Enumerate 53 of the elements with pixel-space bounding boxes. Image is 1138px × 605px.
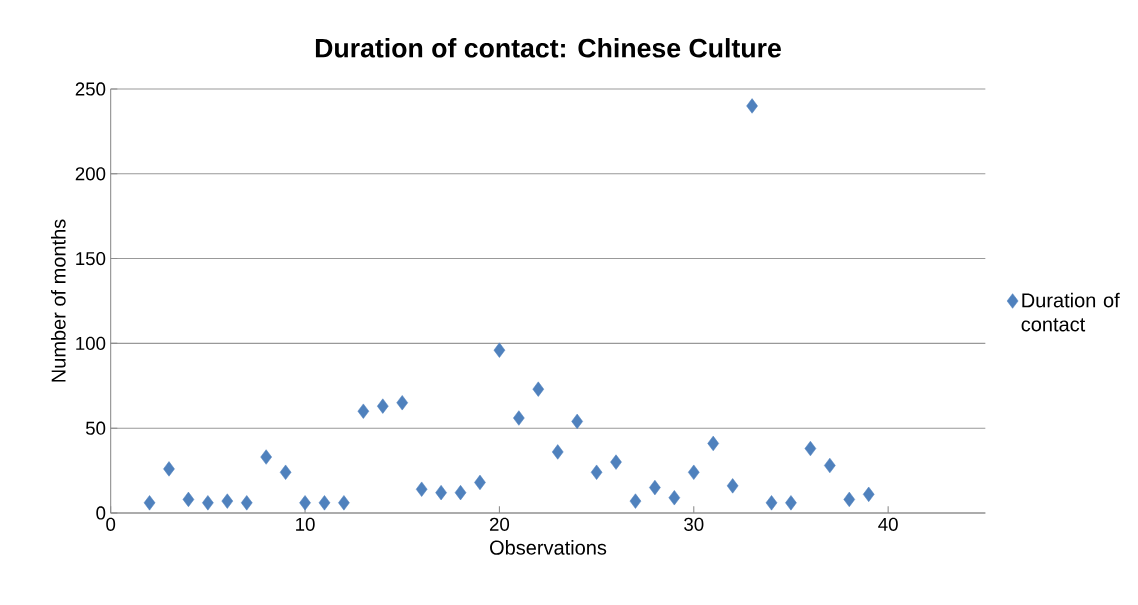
point: [707, 435, 719, 452]
point: [357, 403, 370, 419]
x-tick-label: 30: [684, 517, 704, 531]
point: [843, 491, 856, 508]
point: [474, 474, 486, 491]
y-tick-label: 0: [96, 506, 106, 520]
point: [318, 495, 331, 511]
point: [765, 495, 778, 511]
y-tick-label: 100: [76, 336, 106, 350]
y-tick-label: 50: [85, 421, 106, 435]
point: [862, 486, 875, 502]
point: [338, 495, 350, 511]
point: [649, 479, 661, 496]
point: [377, 398, 389, 414]
point: [551, 444, 564, 460]
point: [668, 490, 681, 506]
point: [299, 495, 311, 511]
point: [726, 478, 739, 494]
point: [513, 410, 525, 426]
point: [688, 464, 700, 480]
point: [415, 481, 428, 497]
point: [746, 98, 758, 114]
point: [202, 495, 214, 511]
x-tick-label: 20: [489, 517, 510, 531]
point: [493, 342, 506, 358]
point: [240, 495, 253, 511]
y-tick-label: 150: [76, 251, 106, 266]
point: [785, 495, 797, 511]
chart-title: Duration of contact: Chinese Culture: [315, 38, 781, 58]
point: [163, 461, 175, 477]
point: [571, 413, 583, 430]
point: [143, 495, 156, 511]
point: [804, 440, 817, 457]
point: [182, 491, 195, 508]
x-tick-label: 10: [296, 517, 315, 531]
x-tick-label: 0: [106, 517, 116, 531]
point: [532, 381, 545, 397]
point: [260, 449, 272, 465]
y-tick-label: 250: [75, 82, 106, 96]
point: [824, 457, 836, 474]
point: [610, 454, 622, 470]
legend-label: Duration of contact: [1021, 292, 1120, 332]
point: [221, 493, 234, 509]
point: [435, 485, 447, 501]
point: [590, 464, 603, 480]
y-tick-label: 200: [75, 167, 106, 181]
point: [454, 485, 467, 501]
x-axis-title: Observations: [490, 540, 607, 555]
y-axis-title: Number of months: [50, 219, 66, 382]
point: [629, 493, 642, 509]
point: [279, 464, 292, 480]
x-tick-label: 40: [878, 517, 898, 531]
point: [396, 395, 408, 411]
